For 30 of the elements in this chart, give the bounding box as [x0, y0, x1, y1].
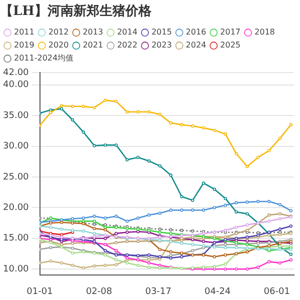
legend-label: 2025 — [220, 40, 241, 50]
legend-label: 2018 — [254, 28, 275, 37]
legend-label: 2021 — [82, 40, 104, 50]
legend-label: 2014 — [117, 28, 138, 37]
legend-label: 2015 — [151, 28, 172, 37]
legend-label: 2023 — [151, 40, 172, 50]
y-tick-label: 10.00 — [3, 264, 30, 274]
y-tick-label: 42.00 — [3, 68, 30, 78]
x-tick-label: 01-01 — [26, 286, 53, 297]
legend-label: 2016 — [186, 28, 206, 37]
legend-label: 2022 — [117, 40, 138, 50]
y-tick-label: 25.00 — [3, 172, 30, 182]
y-tick-label: 15.00 — [3, 234, 30, 244]
x-tick-label: 04-24 — [204, 286, 231, 297]
y-tick-label: 40.00 — [3, 80, 30, 90]
legend-label: 2011-2024均值 — [14, 54, 74, 63]
legend-label: 2020 — [48, 40, 69, 50]
legend-label: 2011 — [14, 28, 34, 37]
x-tick-label: 03-17 — [145, 286, 172, 297]
x-tick-label: 02-08 — [86, 286, 112, 297]
x-tick-label: 06-01 — [264, 286, 290, 297]
y-tick-label: 30.00 — [3, 142, 30, 152]
chart-title: 【LH】河南新郑生猪价格 — [0, 3, 152, 20]
legend-label: 2017 — [220, 28, 241, 37]
legend-label: 2013 — [82, 28, 104, 37]
legend-label: 2024 — [186, 40, 206, 50]
legend-label: 2019 — [14, 40, 34, 50]
y-tick-label: 20.00 — [3, 203, 30, 214]
y-tick-label: 35.00 — [3, 110, 30, 121]
legend-label: 2012 — [48, 28, 69, 37]
